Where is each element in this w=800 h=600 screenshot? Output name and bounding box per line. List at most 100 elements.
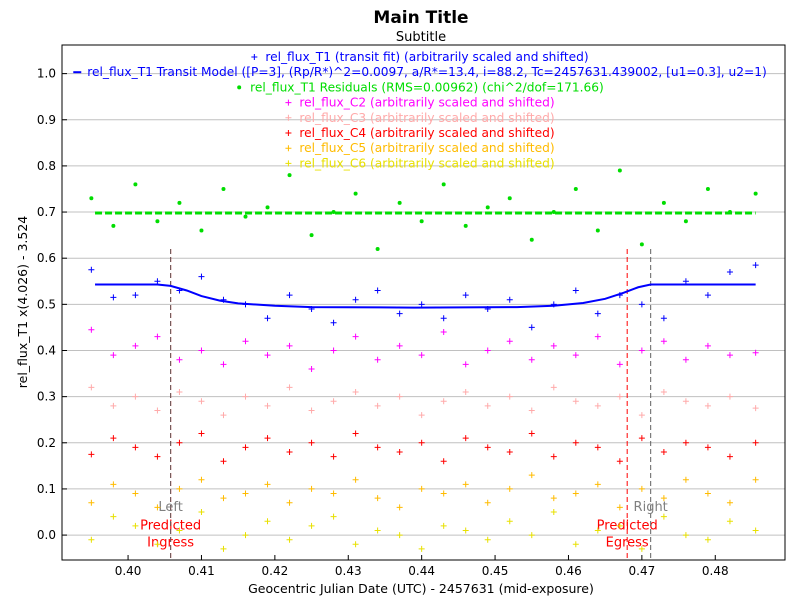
data-point (176, 485, 183, 492)
data-point (726, 518, 733, 525)
data-point (110, 352, 117, 359)
marker-label-bottom: Egress (606, 536, 649, 551)
data-point (242, 490, 249, 497)
data-point (154, 407, 161, 414)
data-point (88, 266, 95, 273)
data-point (176, 389, 183, 396)
data-point (440, 522, 447, 529)
data-point (682, 398, 689, 405)
data-point (286, 292, 293, 299)
data-point (88, 384, 95, 391)
data-point (551, 210, 556, 215)
data-point (286, 342, 293, 349)
data-point (682, 532, 689, 539)
data-point (528, 356, 535, 363)
data-point (594, 402, 601, 409)
data-point (330, 319, 337, 326)
data-point (705, 186, 710, 191)
data-point (638, 485, 645, 492)
data-point (198, 398, 205, 405)
x-tick-label: 0.43 (335, 564, 362, 578)
data-point (726, 453, 733, 460)
y-tick-label: 0.9 (37, 113, 56, 127)
data-point (661, 200, 666, 205)
data-point (177, 200, 182, 205)
data-point (374, 527, 381, 534)
data-point (572, 490, 579, 497)
data-point (462, 435, 469, 442)
data-point (704, 402, 711, 409)
data-point (704, 490, 711, 497)
data-point (440, 315, 447, 322)
data-point (308, 485, 315, 492)
data-point (484, 499, 491, 506)
data-point (220, 458, 227, 465)
data-point (752, 476, 759, 483)
data-point (419, 219, 424, 224)
data-point (242, 338, 249, 345)
data-point (199, 228, 204, 233)
data-point (330, 347, 337, 354)
data-point (506, 449, 513, 456)
data-point (353, 191, 358, 196)
data-point (286, 499, 293, 506)
data-point (506, 296, 513, 303)
x-tick-label: 0.40 (115, 564, 142, 578)
data-point (374, 495, 381, 502)
data-point (396, 504, 403, 511)
data-point (242, 393, 249, 400)
legend-label: rel_flux_C4 (arbitrarily scaled and shif… (299, 126, 554, 140)
x-tick-label: 0.47 (629, 564, 656, 578)
data-point (308, 407, 315, 414)
legend-marker (285, 160, 292, 167)
data-point (462, 361, 469, 368)
data-point (753, 191, 758, 196)
data-point (198, 273, 205, 280)
data-point (660, 315, 667, 322)
data-point (418, 545, 425, 552)
data-point (462, 481, 469, 488)
data-point (374, 444, 381, 451)
data-point (396, 532, 403, 539)
data-point (594, 444, 601, 451)
data-point (418, 485, 425, 492)
data-point (462, 292, 469, 299)
data-point (506, 393, 513, 400)
data-point (683, 219, 688, 224)
data-point (242, 532, 249, 539)
data-point (242, 444, 249, 451)
data-point (726, 352, 733, 359)
data-point (308, 365, 315, 372)
data-point (198, 509, 205, 516)
data-point (463, 223, 468, 228)
x-axis-label: Geocentric Julian Date (UTC) - 2457631 (… (248, 581, 594, 596)
x-tick-label: 0.41 (188, 564, 215, 578)
data-point (616, 504, 623, 511)
data-point (352, 333, 359, 340)
data-point (639, 242, 644, 247)
data-point (572, 439, 579, 446)
data-point (132, 342, 139, 349)
marker-lines: Predicted Ingress Left Predicted Egress Right (140, 248, 668, 560)
data-point (352, 541, 359, 548)
data-point (704, 342, 711, 349)
data-point (660, 495, 667, 502)
data-point (352, 296, 359, 303)
y-tick-label: 0.8 (37, 159, 56, 173)
data-point (198, 430, 205, 437)
y-tick-label: 0.2 (37, 436, 56, 450)
data-point (330, 453, 337, 460)
data-point (396, 393, 403, 400)
data-point (330, 513, 337, 520)
data-point (726, 269, 733, 276)
data-point (682, 439, 689, 446)
data-point (638, 545, 645, 552)
data-point (286, 536, 293, 543)
data-point (682, 278, 689, 285)
data-point (528, 324, 535, 331)
data-point (550, 384, 557, 391)
legend-entry: rel_flux_C2 (arbitrarily scaled and shif… (285, 96, 555, 110)
data-point (418, 439, 425, 446)
x-tick-label: 0.44 (408, 564, 435, 578)
data-point (638, 412, 645, 419)
